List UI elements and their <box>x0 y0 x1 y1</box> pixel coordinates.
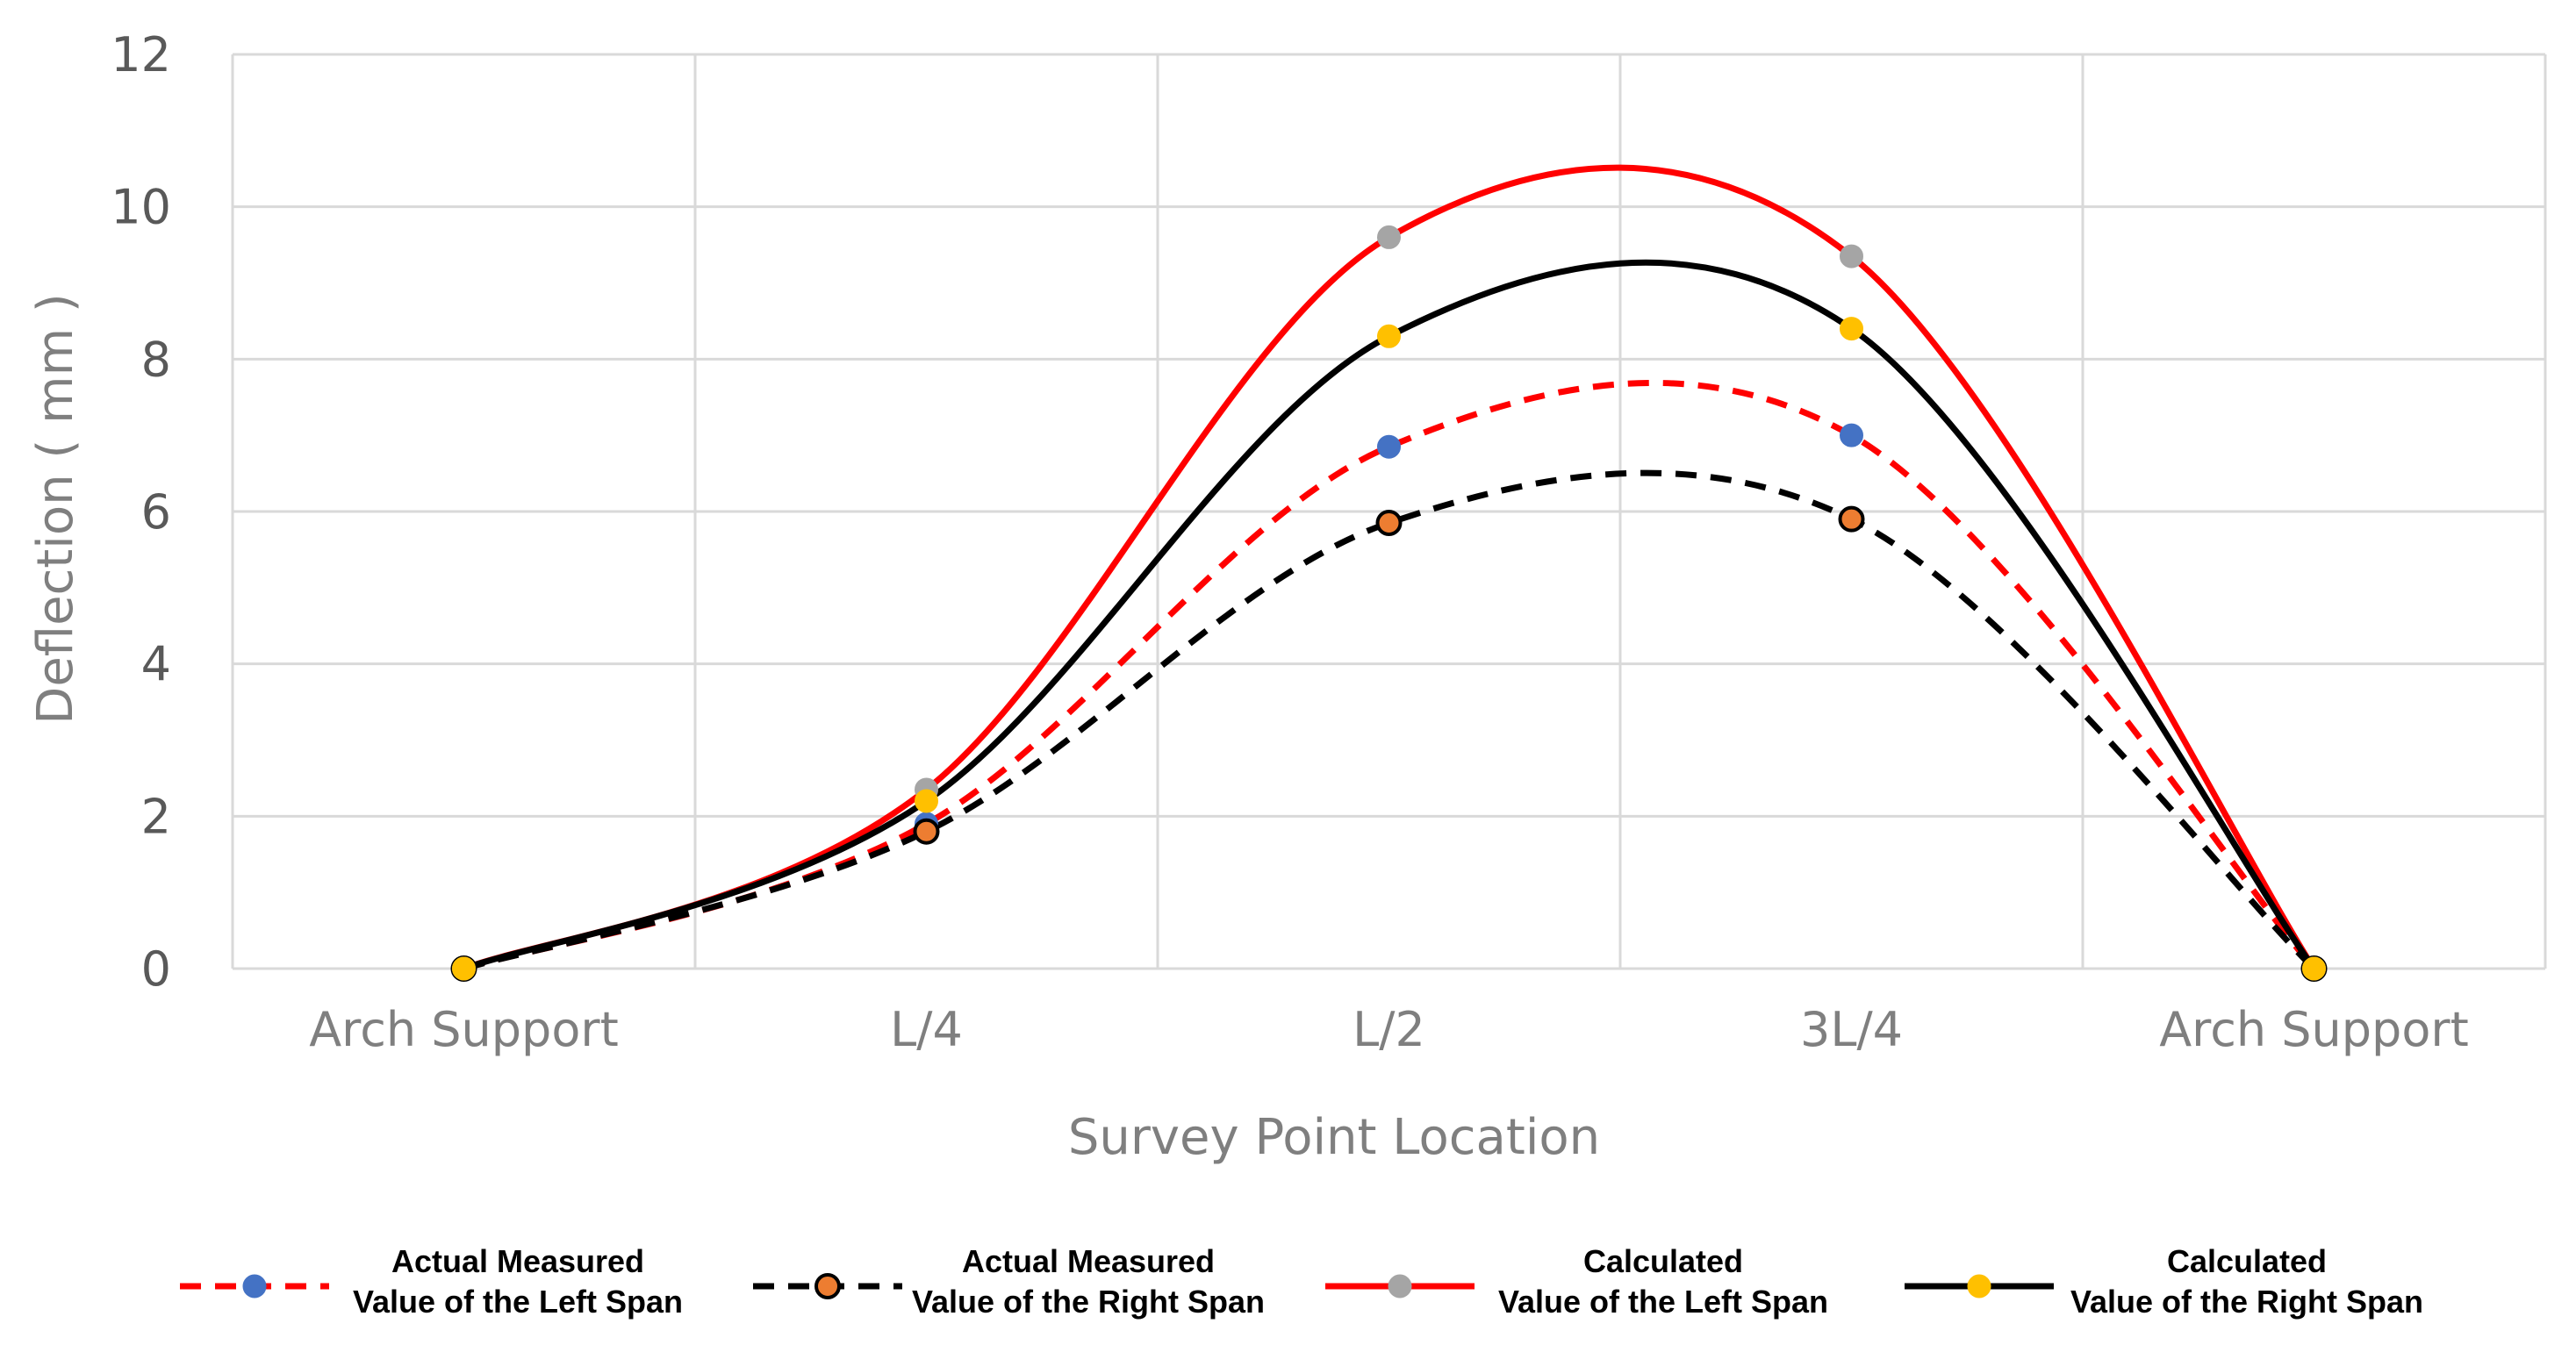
series-lines <box>463 164 2317 972</box>
legend-label-line1-1: Actual Measured <box>962 1243 1215 1279</box>
legend-marker-3 <box>1967 1274 1991 1298</box>
x-tick-label-4: Arch Support <box>2159 1002 2469 1057</box>
series-line-3 <box>463 259 2317 972</box>
legend-label-line2-1: Value of the Right Span <box>912 1284 1265 1320</box>
legend-marker-2 <box>1388 1274 1412 1298</box>
x-tick-label-2: L/2 <box>1353 1002 1425 1057</box>
marker-s2-p2 <box>1377 225 1401 249</box>
y-tick-label-0: 0 <box>141 941 171 997</box>
gridlines <box>231 53 2547 970</box>
y-tick-label-2: 2 <box>141 789 171 844</box>
marker-s1-p3 <box>1838 505 1865 533</box>
legend-label-line1-0: Actual Measured <box>391 1243 644 1279</box>
series-line-0 <box>463 379 2317 972</box>
y-tick-label-6: 6 <box>141 484 171 540</box>
marker-s3-p4 <box>2302 956 2326 981</box>
y-tick-label-12: 12 <box>111 27 171 82</box>
y-tick-label-10: 10 <box>111 180 171 235</box>
x-tick-label-1: L/4 <box>890 1002 963 1057</box>
x-tick-labels: Arch Support L/4 L/2 3L/4 Arch Support <box>309 1002 2469 1057</box>
legend-item-0: Actual Measured Value of the Left Span <box>180 1243 683 1320</box>
series-line-2 <box>463 164 2317 972</box>
series-line-1 <box>463 469 2316 972</box>
legend-item-1: Actual Measured Value of the Right Span <box>753 1243 1265 1320</box>
y-axis-title: Deflection ( mm ) <box>27 293 84 725</box>
marker-s0-p3 <box>1840 423 1863 447</box>
legend-marker-1 <box>814 1273 841 1299</box>
legend-marker-0 <box>242 1274 267 1298</box>
x-tick-label-3: 3L/4 <box>1800 1002 1903 1057</box>
legend-item-3: Calculated Value of the Right Span <box>1905 1243 2423 1320</box>
legend-label-line2-0: Value of the Left Span <box>353 1284 683 1320</box>
marker-s0-p2 <box>1377 434 1401 459</box>
marker-s1-p2 <box>1375 510 1403 537</box>
x-tick-label-0: Arch Support <box>309 1002 619 1057</box>
marker-s3-p3 <box>1840 317 1863 341</box>
legend-label-line1-2: Calculated <box>1583 1243 1743 1279</box>
legend-label-line2-3: Value of the Right Span <box>2070 1284 2423 1320</box>
series-markers <box>450 225 2328 982</box>
marker-s2-p3 <box>1840 244 1863 268</box>
marker-s3-p2 <box>1377 324 1401 348</box>
legend-label-line1-3: Calculated <box>2167 1243 2327 1279</box>
marker-s3-p1 <box>915 789 938 813</box>
y-tick-label-4: 4 <box>141 637 171 692</box>
marker-s1-p1 <box>913 818 940 845</box>
legend-item-2: Calculated Value of the Left Span <box>1325 1243 1828 1320</box>
x-axis-title: Survey Point Location <box>1068 1109 1600 1166</box>
legend-label-line2-2: Value of the Left Span <box>1498 1284 1828 1320</box>
y-tick-label-8: 8 <box>141 332 171 387</box>
marker-s3-p0 <box>452 956 476 981</box>
y-tick-labels: 0 2 4 6 8 10 12 <box>111 27 171 997</box>
